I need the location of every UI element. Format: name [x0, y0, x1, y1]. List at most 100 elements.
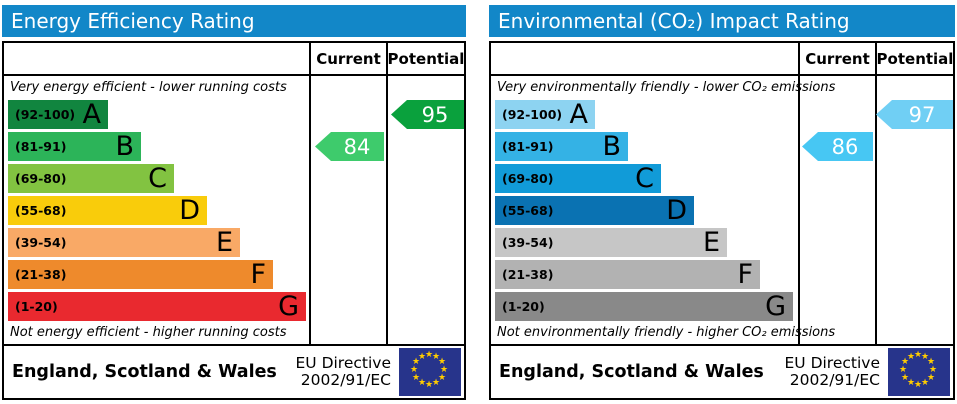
table-corner-cell [4, 43, 309, 76]
band-c-range: (69-80) [15, 171, 67, 186]
band-g-range: (1-20) [15, 299, 58, 314]
band-b-bar: (81-91) B [495, 132, 628, 161]
eu-star-icon: ★ [921, 352, 930, 362]
eu-star-icon: ★ [929, 365, 938, 375]
band-a-range: (92-100) [15, 107, 76, 122]
eu-flag-icon: ★ ★ ★ ★ ★ ★ ★ ★ ★ ★ ★ ★ [888, 348, 950, 396]
band-d-letter: D [666, 195, 687, 226]
band-a-letter: A [82, 99, 101, 130]
eu-star-icon: ★ [901, 373, 910, 383]
potential-value-column: 97 [875, 76, 953, 344]
table-footer: England, Scotland & Wales EU Directive 2… [4, 344, 464, 398]
energy-rating-table: Current Potential Very energy efficient … [2, 41, 466, 400]
band-d-bar: (55-68) D [8, 196, 207, 225]
table-corner-cell [491, 43, 798, 76]
eu-star-icon: ★ [914, 380, 923, 390]
top-note: Very energy efficient - lower running co… [10, 80, 287, 95]
potential-rating-arrow: 95 [391, 100, 464, 129]
band-b-bar: (81-91) B [8, 132, 141, 161]
band-f-letter: F [250, 259, 266, 290]
band-c-bar: (69-80) C [8, 164, 174, 193]
bottom-note: Not energy efficient - higher running co… [10, 325, 287, 340]
band-c-bar: (69-80) C [495, 164, 661, 193]
band-f-bar: (21-38) F [8, 260, 273, 289]
eu-directive-label: EU Directive 2002/91/EC [295, 353, 392, 390]
eu-star-icon: ★ [927, 373, 936, 383]
eu-directive-line2: 2002/91/EC [300, 371, 391, 389]
band-b-range: (81-91) [15, 139, 67, 154]
band-d-range: (55-68) [502, 203, 554, 218]
eu-star-icon: ★ [907, 352, 916, 362]
table-footer: England, Scotland & Wales EU Directive 2… [491, 344, 953, 398]
top-note: Very environmentally friendly - lower CO… [497, 80, 836, 95]
potential-column-header: Potential [875, 43, 953, 76]
band-g-range: (1-20) [502, 299, 545, 314]
band-a-bar: (92-100) A [8, 100, 108, 129]
eu-directive-line1: EU Directive [784, 353, 881, 372]
band-g-bar: (1-20) G [495, 292, 793, 321]
eu-star-icon: ★ [899, 365, 908, 375]
band-f-range: (21-38) [502, 267, 554, 282]
band-b-letter: B [115, 131, 134, 162]
eu-star-icon: ★ [921, 378, 930, 388]
band-f-bar: (21-38) F [495, 260, 760, 289]
energy-panel-title: Energy Efficiency Rating [2, 5, 466, 37]
eu-star-icon: ★ [418, 378, 427, 388]
eu-star-icon: ★ [432, 378, 441, 388]
band-a-range: (92-100) [502, 107, 563, 122]
eu-star-icon: ★ [438, 357, 447, 367]
band-c-letter: C [148, 163, 167, 194]
eu-star-icon: ★ [425, 350, 434, 360]
band-d-letter: D [179, 195, 200, 226]
eu-star-icon: ★ [440, 365, 449, 375]
band-b-letter: B [602, 131, 621, 162]
eu-star-icon: ★ [927, 357, 936, 367]
current-value-column: 84 [309, 76, 386, 344]
band-f-letter: F [737, 259, 753, 290]
energy-band-area: Very energy efficient - lower running co… [4, 76, 309, 344]
co2-rating-table: Current Potential Very environmentally f… [489, 41, 955, 400]
band-e-bar: (39-54) E [495, 228, 727, 257]
band-e-range: (39-54) [15, 235, 67, 250]
band-c-letter: C [635, 163, 654, 194]
eu-directive-line1: EU Directive [295, 353, 392, 372]
band-e-letter: E [215, 227, 233, 258]
band-d-bar: (55-68) D [495, 196, 694, 225]
band-g-letter: G [278, 291, 299, 322]
band-g-letter: G [765, 291, 786, 322]
eu-star-icon: ★ [412, 373, 421, 383]
band-c-range: (69-80) [502, 171, 554, 186]
eu-star-icon: ★ [412, 357, 421, 367]
footer-region-label: England, Scotland & Wales [499, 362, 764, 382]
band-g-bar: (1-20) G [8, 292, 306, 321]
current-value-column: 86 [798, 76, 875, 344]
energy-efficiency-panel: Energy Efficiency Rating Current Potenti… [2, 5, 466, 404]
current-rating-arrow: 84 [315, 132, 384, 161]
eu-star-icon: ★ [438, 373, 447, 383]
band-a-letter: A [569, 99, 588, 130]
eu-star-icon: ★ [410, 365, 419, 375]
current-rating-arrow: 86 [802, 132, 873, 161]
co2-band-area: Very environmentally friendly - lower CO… [491, 76, 835, 344]
eu-star-icon: ★ [418, 352, 427, 362]
current-column-header: Current [309, 43, 386, 76]
co2-panel-title: Environmental (CO₂) Impact Rating [489, 5, 955, 37]
band-f-range: (21-38) [15, 267, 67, 282]
band-e-range: (39-54) [502, 235, 554, 250]
co2-impact-panel: Environmental (CO₂) Impact Rating Curren… [489, 5, 955, 404]
band-e-letter: E [702, 227, 720, 258]
eu-star-icon: ★ [901, 357, 910, 367]
current-column-header: Current [798, 43, 875, 76]
eu-star-icon: ★ [425, 380, 434, 390]
band-a-bar: (92-100) A [495, 100, 595, 129]
eu-flag-icon: ★ ★ ★ ★ ★ ★ ★ ★ ★ ★ ★ ★ [399, 348, 461, 396]
band-e-bar: (39-54) E [8, 228, 240, 257]
potential-rating-arrow: 97 [876, 100, 953, 129]
band-b-range: (81-91) [502, 139, 554, 154]
bottom-note: Not environmentally friendly - higher CO… [497, 325, 836, 340]
eu-star-icon: ★ [907, 378, 916, 388]
eu-star-icon: ★ [914, 350, 923, 360]
eu-directive-label: EU Directive 2002/91/EC [784, 353, 881, 390]
eu-directive-line2: 2002/91/EC [789, 371, 880, 389]
